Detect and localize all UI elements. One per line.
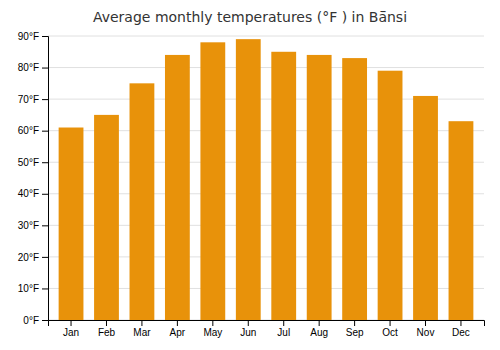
tick-label: May bbox=[203, 327, 222, 338]
tick-mark bbox=[42, 131, 48, 132]
tick: Oct bbox=[382, 320, 398, 338]
tick-label: 10°F bbox=[18, 283, 39, 294]
bar bbox=[413, 96, 438, 320]
bars bbox=[59, 39, 474, 320]
tick: May bbox=[203, 320, 222, 338]
tick: 90°F bbox=[18, 31, 48, 42]
tick-label: 0°F bbox=[23, 315, 39, 326]
title: Average monthly temperatures (°F ) in Bā… bbox=[93, 9, 407, 25]
tick-mark bbox=[106, 320, 107, 326]
tick-label: 60°F bbox=[18, 125, 39, 136]
tick-mark bbox=[283, 320, 284, 326]
tick-mark bbox=[177, 320, 178, 326]
tick-label: Oct bbox=[382, 327, 398, 338]
tick-label: Jan bbox=[63, 327, 79, 338]
x-axis: Jan Feb Mar Apr May Jun Jul Aug Sep Oct Nov Dec bbox=[49, 320, 485, 338]
tick: Mar bbox=[133, 320, 151, 338]
tick-label: Jul bbox=[277, 327, 290, 338]
tick: Nov bbox=[417, 320, 435, 338]
tick: 10°F bbox=[18, 283, 48, 294]
tick: 40°F bbox=[18, 188, 48, 199]
bar bbox=[342, 58, 367, 320]
tick-label: Aug bbox=[310, 327, 328, 338]
bar bbox=[165, 55, 190, 320]
tick-mark bbox=[42, 36, 48, 37]
bar bbox=[130, 83, 155, 320]
tick-mark bbox=[42, 288, 48, 289]
bar bbox=[449, 121, 474, 320]
plot: Jan Feb Mar Apr May Jun Jul Aug Sep Oct Nov Dec 0°F 1… bbox=[18, 31, 485, 338]
tick-mark bbox=[319, 320, 320, 326]
tick-mark bbox=[71, 320, 72, 326]
tick: 0°F bbox=[23, 315, 48, 326]
tick-label: 30°F bbox=[18, 220, 39, 231]
bar bbox=[378, 71, 403, 320]
tick-mark bbox=[42, 225, 48, 226]
y-axis: 0°F 10°F 20°F 30°F 40°F 50°F 60°F 70°F 80°F 90°F bbox=[18, 31, 49, 326]
tick: Apr bbox=[170, 320, 186, 338]
grid bbox=[48, 36, 484, 320]
tick-mark bbox=[42, 162, 48, 163]
tick-label: 80°F bbox=[18, 62, 39, 73]
tick: Sep bbox=[346, 320, 364, 338]
bar bbox=[307, 55, 332, 320]
tick-label: 20°F bbox=[18, 252, 39, 263]
tick: Feb bbox=[98, 320, 116, 338]
tick-label: Sep bbox=[346, 327, 364, 338]
axis-line bbox=[42, 37, 49, 321]
tick-label: Feb bbox=[98, 327, 116, 338]
tick-label: Apr bbox=[170, 327, 186, 338]
bar bbox=[200, 42, 225, 320]
tick-mark bbox=[42, 68, 48, 69]
grid-line bbox=[48, 36, 484, 37]
tick-label: 50°F bbox=[18, 157, 39, 168]
bar bbox=[59, 128, 84, 320]
tick-mark bbox=[248, 320, 249, 326]
bar bbox=[236, 39, 261, 320]
tick-label: Nov bbox=[417, 327, 435, 338]
tick-label: 70°F bbox=[18, 94, 39, 105]
tick-label: Dec bbox=[452, 327, 470, 338]
bar bbox=[94, 115, 119, 320]
tick: 80°F bbox=[18, 62, 48, 73]
axis-line bbox=[49, 321, 485, 327]
tick: 60°F bbox=[18, 125, 48, 136]
tick-mark bbox=[460, 320, 461, 326]
tick-label: 90°F bbox=[18, 31, 39, 42]
tick-mark bbox=[42, 257, 48, 258]
tick: Jun bbox=[240, 320, 256, 338]
tick: Dec bbox=[452, 320, 470, 338]
tick-mark bbox=[42, 99, 48, 100]
tick-mark bbox=[42, 194, 48, 195]
tick-label: 40°F bbox=[18, 188, 39, 199]
tick-mark bbox=[212, 320, 213, 326]
tick-mark bbox=[141, 320, 142, 326]
tick-mark bbox=[425, 320, 426, 326]
bar bbox=[271, 52, 296, 320]
tick: 50°F bbox=[18, 157, 48, 168]
tick-mark bbox=[390, 320, 391, 326]
tick: Aug bbox=[310, 320, 328, 338]
tick: 20°F bbox=[18, 252, 48, 263]
tick-label: Jun bbox=[240, 327, 256, 338]
tick: Jan bbox=[63, 320, 79, 338]
tick-mark bbox=[42, 320, 48, 321]
grid-line bbox=[48, 67, 484, 68]
tick: 70°F bbox=[18, 94, 48, 105]
chart: Jan Feb Mar Apr May Jun Jul Aug Sep Oct Nov Dec 0°F 1… bbox=[0, 0, 500, 350]
tick-mark bbox=[354, 320, 355, 326]
tick: Jul bbox=[277, 320, 290, 338]
tick-label: Mar bbox=[133, 327, 151, 338]
tick: 30°F bbox=[18, 220, 48, 231]
